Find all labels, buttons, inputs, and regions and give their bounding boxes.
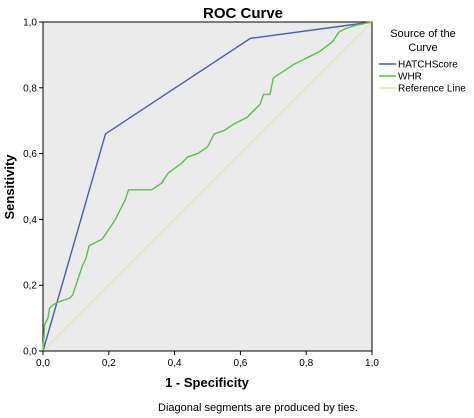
legend-title-line-1: Source of the [390, 28, 455, 40]
series-line-reference-line [42, 21, 373, 352]
x-tick-label: 0,6 [233, 358, 247, 369]
y-tick-label: 0,0 [23, 347, 37, 358]
x-tick-label: 0,2 [102, 358, 116, 369]
chart-title: ROC Curve [203, 5, 283, 22]
legend: Source of the Curve HATCHScoreWHRReferen… [379, 28, 466, 95]
series-line-hatchscore [42, 21, 373, 352]
legend-label-reference-line: Reference Line [398, 84, 466, 95]
y-tick-label: 0,6 [23, 149, 37, 160]
y-tick-label: 0,8 [23, 83, 37, 94]
y-tick-label: 1,0 [23, 18, 37, 29]
series-layer [42, 21, 373, 352]
x-tick-label: 0,4 [168, 358, 182, 369]
x-tick-label: 0,8 [299, 358, 313, 369]
legend-item-hatchscore: HATCHScore [379, 60, 458, 71]
x-axis-label: 1 - Specificity [165, 375, 250, 390]
series-line-whr [42, 21, 373, 352]
legend-label-whr: WHR [398, 72, 422, 83]
legend-item-reference-line: Reference Line [379, 84, 466, 95]
y-tick-label: 0,4 [23, 215, 37, 226]
y-axis-label: Sensitivity [2, 154, 17, 220]
x-tick-label: 1,0 [365, 358, 379, 369]
x-tick-label: 0,0 [36, 358, 50, 369]
legend-label-hatchscore: HATCHScore [398, 60, 458, 71]
legend-title-line-2: Curve [408, 42, 437, 54]
footnote: Diagonal segments are produced by ties. [158, 402, 358, 414]
legend-item-whr: WHR [379, 72, 422, 83]
ticks-layer: 0,0 0,2 0,4 0,6 0,8 1,0 0,0 0,2 0,4 0,6 0,8 1,0 [23, 18, 379, 370]
y-tick-label: 0,2 [23, 281, 37, 292]
